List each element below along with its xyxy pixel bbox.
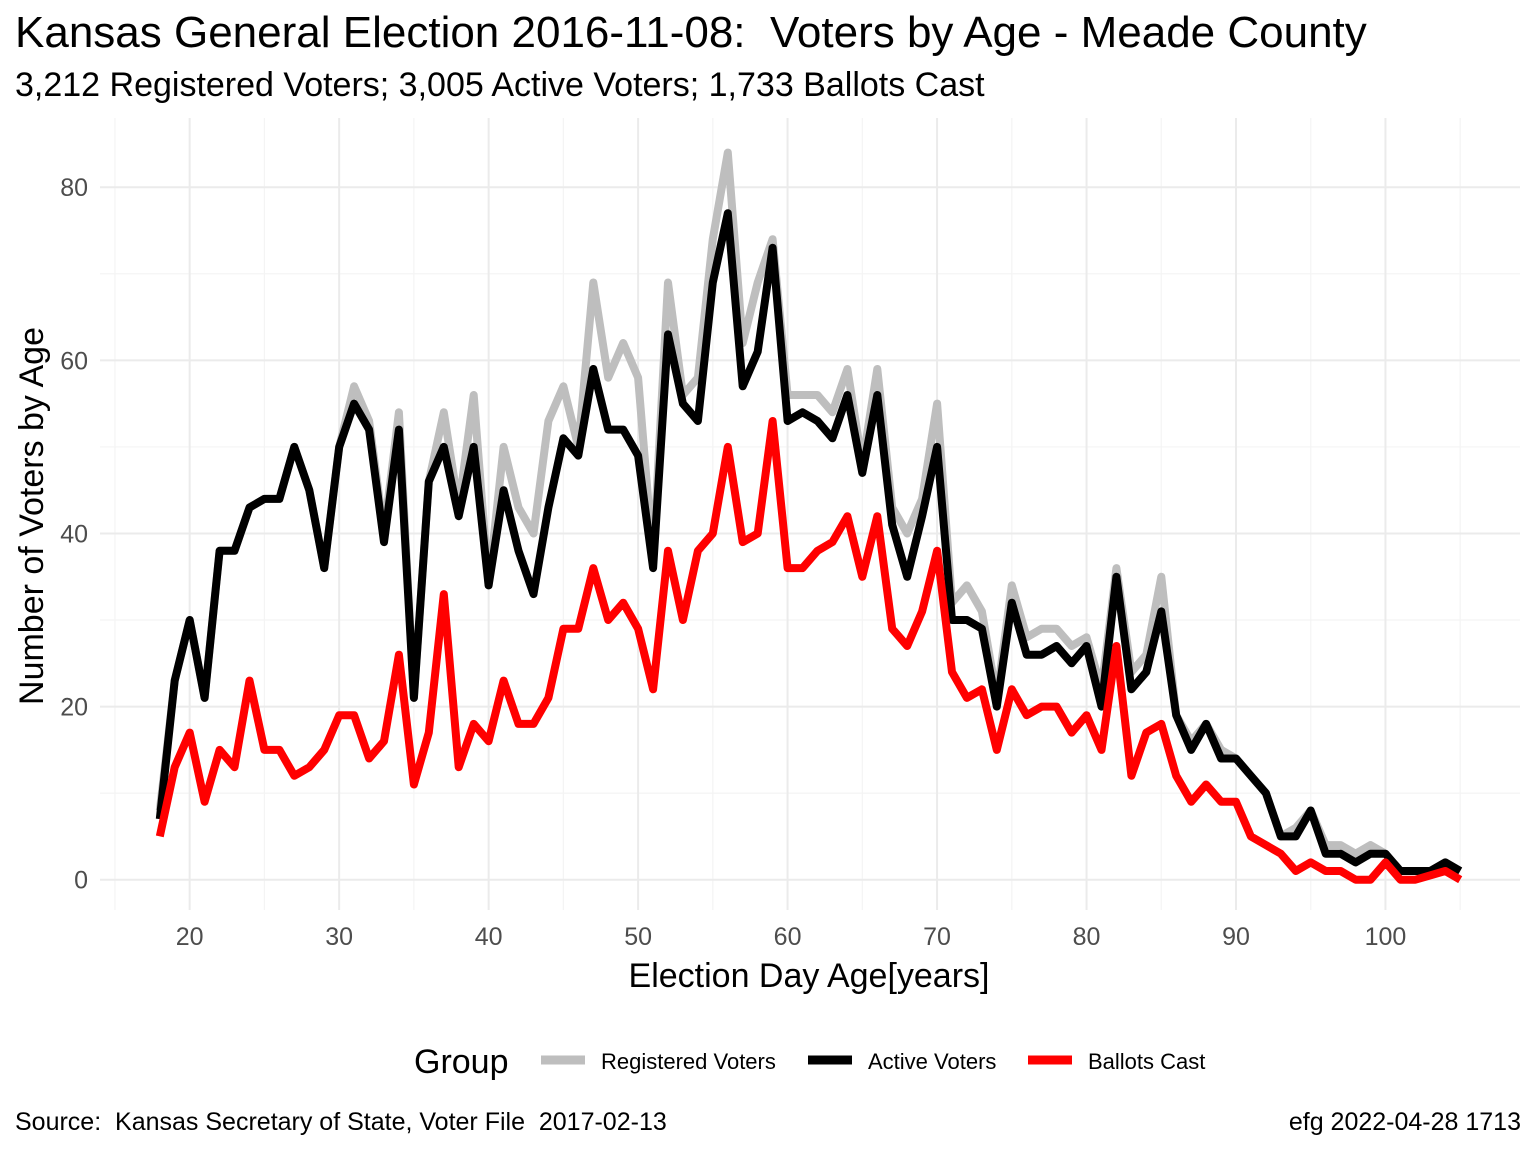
legend-title: Group [414, 1043, 509, 1081]
author-caption: efg 2022-04-28 1713 [1288, 1108, 1521, 1136]
y-tick-label: 40 [60, 520, 88, 548]
x-tick-label: 90 [1222, 923, 1250, 951]
x-tick-label: 80 [1073, 923, 1101, 951]
x-tick-label: 30 [325, 923, 353, 951]
x-tick-label: 20 [176, 923, 204, 951]
x-tick-label: 60 [774, 923, 802, 951]
legend: Group Registered Voters Active Voters Ball… [414, 1043, 1205, 1081]
x-tick-label: 70 [923, 923, 951, 951]
active-voters-line [155, 209, 1463, 875]
source-caption: Source: Kansas Secretary of State, Voter… [15, 1108, 667, 1136]
series-lines [155, 148, 1463, 884]
y-axis-ticks: 0 20 40 60 80 [60, 174, 88, 894]
registered-voters-line [155, 148, 1463, 875]
chart-subtitle: 3,212 Registered Voters; 3,005 Active Vo… [15, 66, 985, 104]
x-tick-label: 40 [475, 923, 503, 951]
legend-label-ballots: Ballots Cast [1088, 1049, 1205, 1074]
x-axis-ticks: 20 30 40 50 60 70 80 90 100 [176, 923, 1407, 951]
legend-label-active: Active Voters [868, 1049, 996, 1074]
y-axis-label: Number of Voters by Age [13, 327, 51, 705]
x-tick-label: 50 [624, 923, 652, 951]
y-tick-label: 20 [60, 694, 88, 722]
y-tick-label: 0 [74, 867, 88, 895]
x-axis-label: Election Day Age[years] [629, 957, 990, 995]
chart-title: Kansas General Election 2016-11-08: Vote… [15, 8, 1367, 57]
y-tick-label: 80 [60, 174, 88, 202]
x-tick-label: 100 [1365, 923, 1407, 951]
y-tick-label: 60 [60, 347, 88, 375]
ballots-cast-line [155, 417, 1463, 884]
legend-label-registered: Registered Voters [601, 1049, 776, 1074]
